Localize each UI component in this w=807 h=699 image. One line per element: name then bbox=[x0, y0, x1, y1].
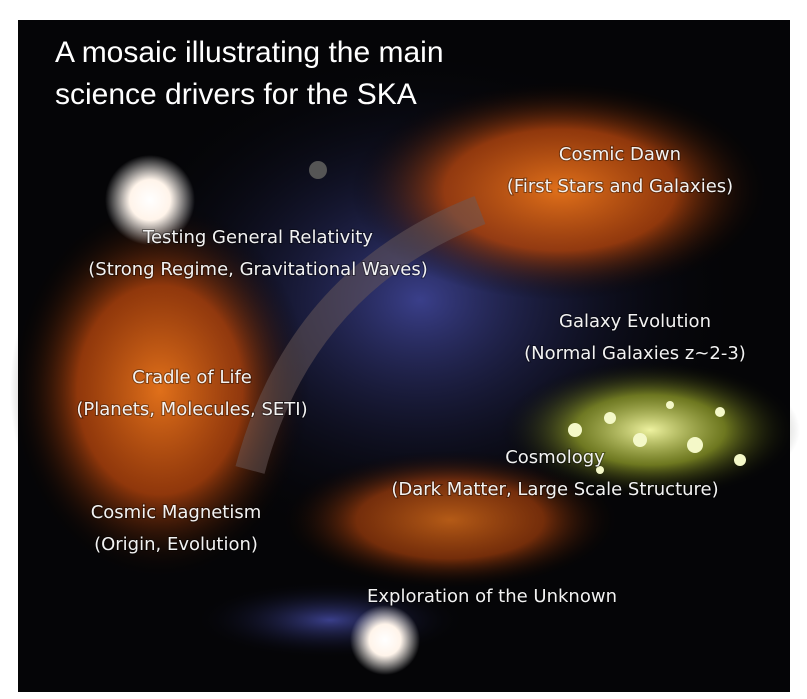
driver-name: Cosmic Magnetism bbox=[91, 502, 262, 523]
driver-detail: (Planets, Molecules, SETI) bbox=[76, 399, 307, 420]
driver-name: Exploration of the Unknown bbox=[367, 586, 617, 607]
driver-name: Cosmic Dawn bbox=[559, 144, 681, 165]
driver-detail: (Origin, Evolution) bbox=[94, 534, 258, 555]
driver-name: Testing General Relativity bbox=[142, 227, 373, 248]
mosaic: A mosaic illustrating the main science d… bbox=[0, 0, 807, 699]
white-sphere bbox=[350, 605, 420, 675]
title-line-2: science drivers for the SKA bbox=[55, 78, 417, 111]
page: A mosaic illustrating the main science d… bbox=[0, 0, 807, 699]
driver-name: Cosmology bbox=[505, 447, 605, 468]
driver-detail: (Dark Matter, Large Scale Structure) bbox=[391, 479, 718, 500]
driver-name: Cradle of Life bbox=[132, 367, 252, 388]
title-line-1: A mosaic illustrating the main bbox=[55, 36, 444, 69]
driver-detail: (First Stars and Galaxies) bbox=[507, 176, 733, 197]
driver-name: Galaxy Evolution bbox=[559, 311, 711, 332]
driver-detail: (Strong Regime, Gravitational Waves) bbox=[88, 259, 428, 280]
driver-detail: (Normal Galaxies z~2-3) bbox=[524, 343, 746, 364]
small-planet bbox=[309, 161, 327, 179]
